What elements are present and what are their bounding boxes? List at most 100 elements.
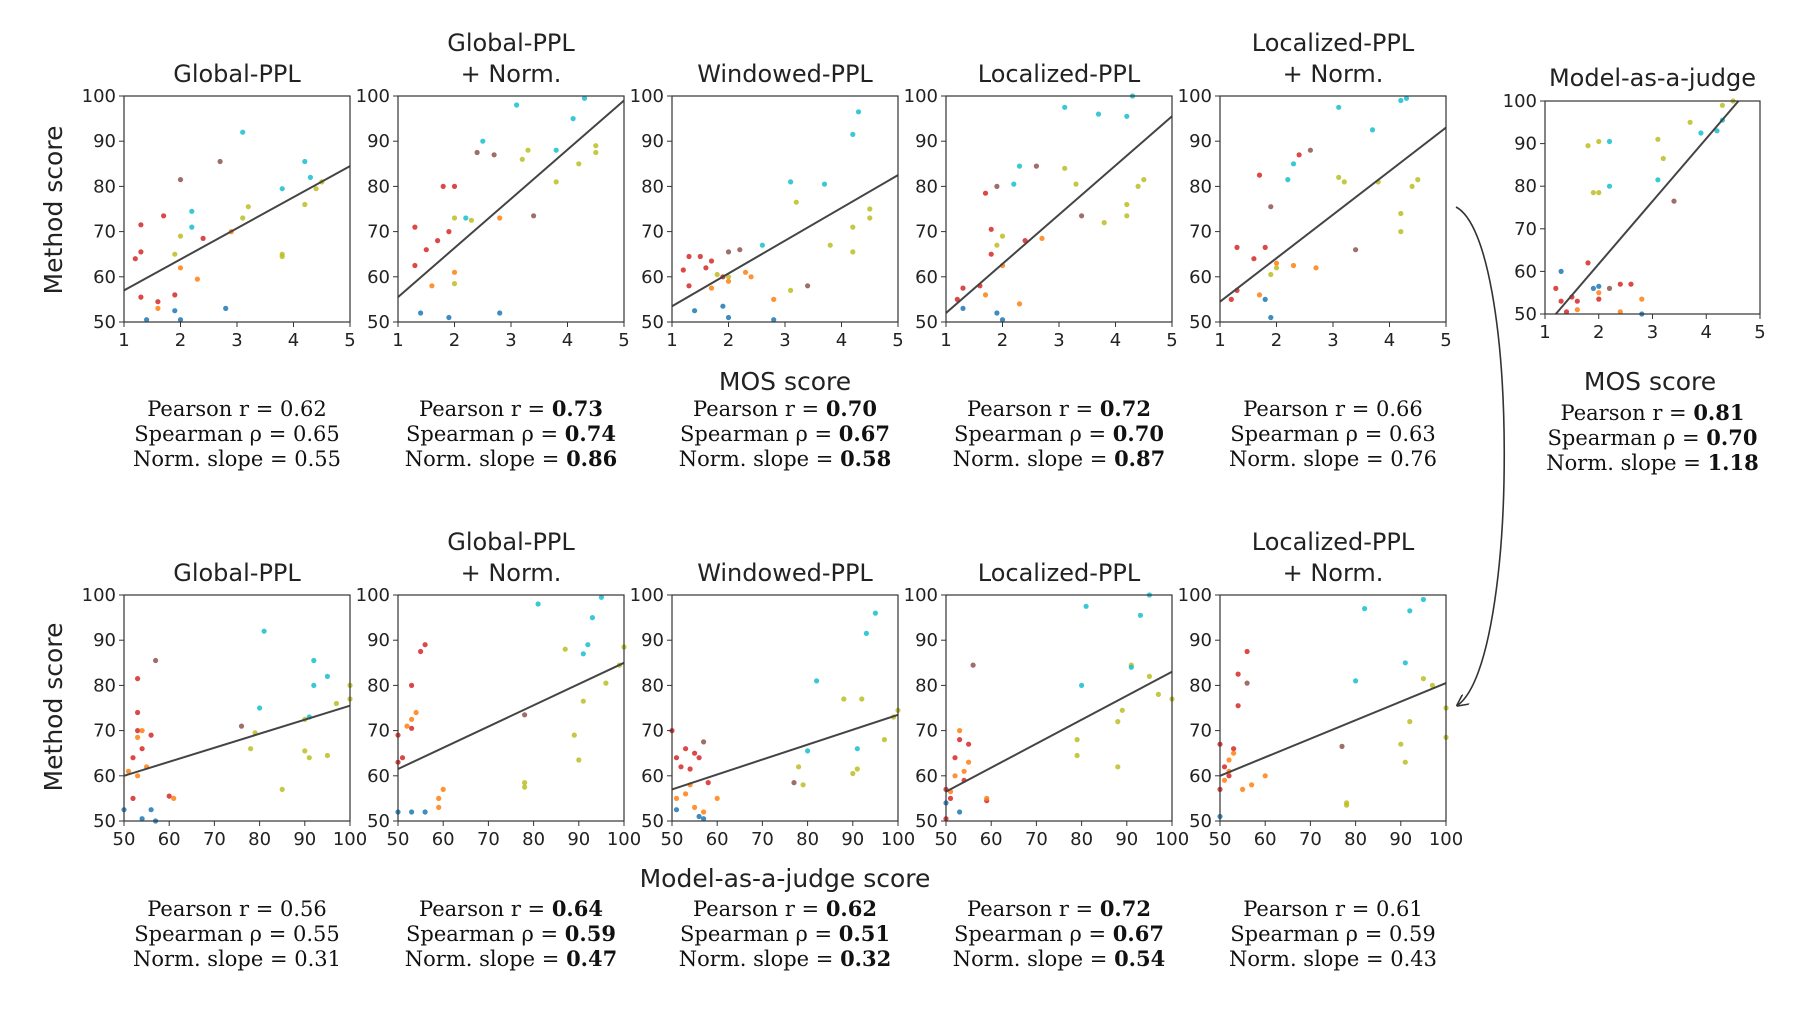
x-tick-label: 90 xyxy=(567,829,590,850)
scatter-point xyxy=(1574,298,1580,304)
scatter-point xyxy=(1336,104,1342,110)
scatter-point xyxy=(1553,285,1559,291)
scatter-panel: Global-PPL 1 2 3 4 5 50 60 70 80 90 100 Pearson r = … xyxy=(82,60,356,471)
scatter-point xyxy=(805,283,811,289)
scatter-point xyxy=(1101,220,1107,226)
scatter-point xyxy=(535,601,541,607)
scatter-point xyxy=(519,156,525,162)
stat-spearman: Spearman ρ = 0.70 xyxy=(954,421,1164,446)
scatter-point xyxy=(686,283,692,289)
stat-slope: Norm. slope = 0.55 xyxy=(133,447,341,471)
y-tick-label: 90 xyxy=(641,630,664,651)
y-tick-label: 90 xyxy=(367,131,390,152)
panel-title: Localized-PPL xyxy=(978,559,1141,587)
scatter-point xyxy=(720,303,726,309)
scatter-point xyxy=(135,773,141,779)
scatter-point xyxy=(1228,296,1234,302)
scatter-point xyxy=(497,215,503,221)
panel-title: Model-as-a-judge xyxy=(1549,64,1756,92)
scatter-point xyxy=(850,131,856,137)
x-tick-label: 1 xyxy=(1214,330,1225,351)
y-tick-label: 80 xyxy=(367,675,390,696)
panel-title: Localized-PPL xyxy=(978,60,1141,88)
fit-line xyxy=(397,661,625,770)
scatter-point xyxy=(155,299,161,305)
y-tick-label: 70 xyxy=(367,222,390,243)
scatter-point xyxy=(827,242,833,248)
scatter-point xyxy=(1429,682,1435,689)
scatter-point xyxy=(1251,256,1257,262)
scatter-point xyxy=(988,251,994,257)
scatter-point xyxy=(153,657,159,664)
scatter-point xyxy=(1011,181,1017,187)
scatter-point xyxy=(697,253,703,260)
scatter-point xyxy=(581,95,588,101)
scatter-point xyxy=(436,795,442,802)
scatter-point xyxy=(1285,177,1291,183)
scatter-point xyxy=(302,748,308,754)
scatter-point xyxy=(172,251,178,257)
scatter-point xyxy=(1033,163,1039,169)
scatter-point xyxy=(497,310,503,316)
stat-spearman: Spearman ρ = 0.51 xyxy=(680,921,890,946)
panel-title: + Norm. xyxy=(1283,60,1384,88)
scatter-point xyxy=(223,305,229,311)
y-tick-label: 70 xyxy=(915,222,938,243)
scatter-point xyxy=(1628,281,1634,287)
scatter-panel: Global-PPL + Norm. 50 60 70 80 90 100 50 60 70 80 90… xyxy=(356,528,642,971)
scatter-point xyxy=(952,755,958,761)
scatter-point xyxy=(585,642,591,648)
x-tick-label: 80 xyxy=(248,829,271,850)
fit-line xyxy=(945,115,1173,314)
scatter-point xyxy=(132,256,138,262)
x-tick-label: 1 xyxy=(392,330,403,351)
x-tick-label: 3 xyxy=(1327,330,1338,351)
y-tick-label: 80 xyxy=(915,176,938,197)
scatter-point xyxy=(1268,314,1274,321)
scatter-point xyxy=(522,712,528,718)
y-tick-label: 60 xyxy=(93,766,116,787)
scatter-point xyxy=(177,233,184,239)
y-tick-label: 50 xyxy=(1189,312,1212,333)
scatter-point xyxy=(135,709,141,716)
scatter-point xyxy=(982,190,989,196)
scatter-point xyxy=(1141,177,1147,183)
panel-title: Localized-PPL xyxy=(1252,29,1415,57)
scatter-point xyxy=(302,158,308,165)
panel-title: Localized-PPL xyxy=(1252,528,1415,556)
x-tick-label: 4 xyxy=(1384,330,1395,351)
y-tick-label: 70 xyxy=(1189,222,1212,243)
scatter-point xyxy=(1617,309,1623,315)
stat-pearson: Pearson r = 0.64 xyxy=(419,896,603,921)
scatter-point xyxy=(1273,260,1280,266)
fit-line xyxy=(123,704,351,777)
scatter-point xyxy=(261,628,267,634)
scatter-point xyxy=(1403,95,1410,101)
scatter-point xyxy=(1558,268,1564,274)
x-tick-label: 60 xyxy=(432,829,455,850)
scatter-point xyxy=(603,680,609,686)
scatter-point xyxy=(279,253,285,260)
scatter-panel: Localized-PPL 50 60 70 80 90 100 50 60 70 80 90 100 P… xyxy=(904,559,1190,971)
scatter-point xyxy=(139,728,145,734)
scatter-point xyxy=(1128,664,1134,670)
stat-pearson: Pearson r = 0.66 xyxy=(1243,397,1423,421)
x-tick-label: 1 xyxy=(940,330,951,351)
scatter-point xyxy=(553,179,559,185)
plot-frame xyxy=(1544,100,1761,315)
scatter-point xyxy=(1262,296,1268,302)
plot-frame xyxy=(123,95,351,323)
scatter-point xyxy=(1402,660,1408,666)
panel-title: Global-PPL xyxy=(447,29,575,57)
scatter-point xyxy=(139,746,145,752)
scatter-point xyxy=(1073,181,1079,187)
scatter-point xyxy=(683,746,689,752)
scatter-point xyxy=(863,630,870,637)
scatter-point xyxy=(404,723,410,729)
scatter-point xyxy=(311,682,317,689)
y-tick-label: 80 xyxy=(93,675,116,696)
scatter-point xyxy=(952,773,958,779)
y-tick-label: 70 xyxy=(93,222,116,243)
scatter-point xyxy=(451,281,458,287)
